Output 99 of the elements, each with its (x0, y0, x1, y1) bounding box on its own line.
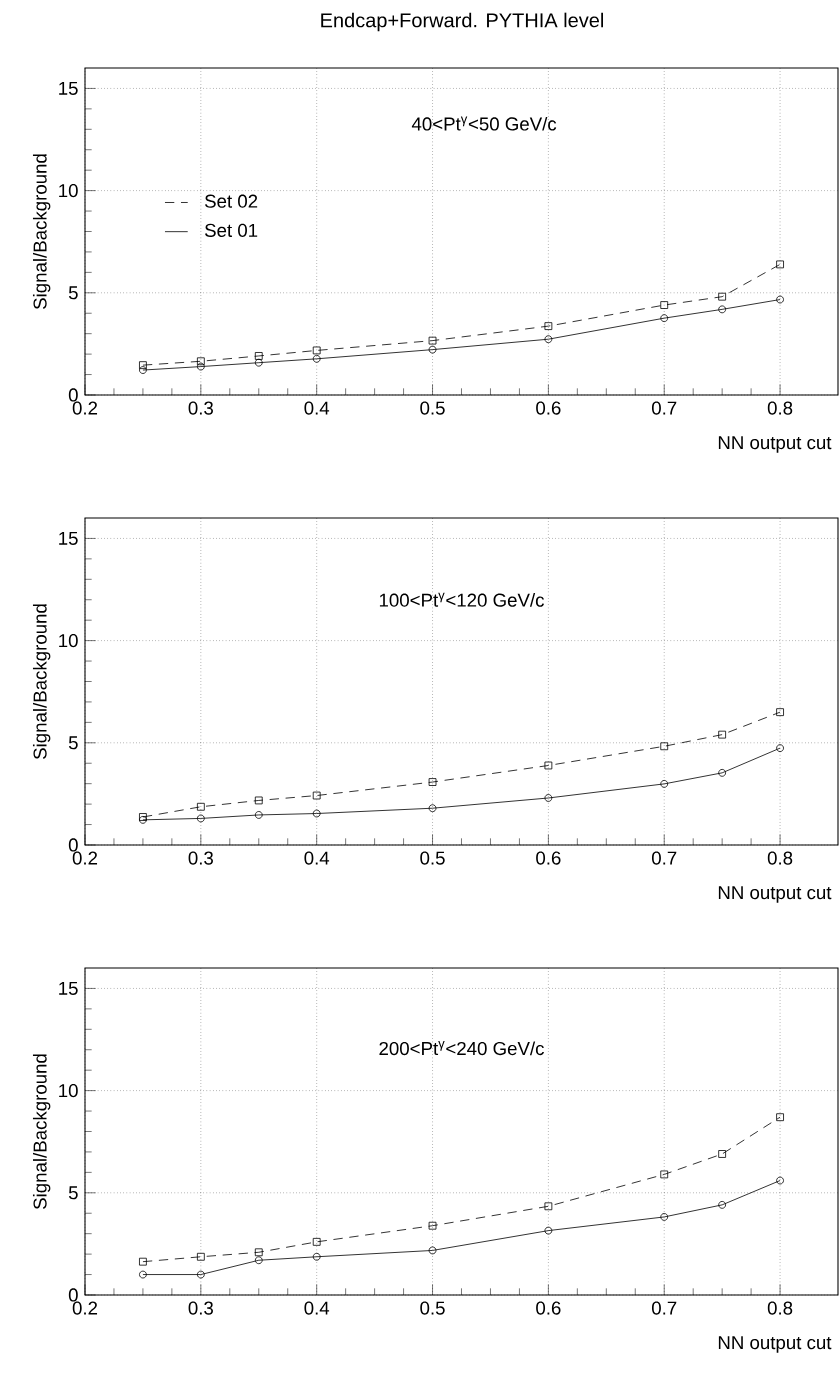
y-tick-label: 5 (68, 736, 78, 750)
point (660, 314, 669, 323)
x-tick-label: 0.6 (536, 851, 561, 865)
y-tick-label: 5 (68, 286, 78, 300)
point (428, 1246, 437, 1255)
x-tick-label: 0.3 (188, 401, 213, 415)
point (718, 730, 727, 739)
x-tick-label: 0.7 (651, 1301, 677, 1315)
point (544, 1202, 553, 1211)
x-axis-title: NN output cut (718, 1336, 832, 1353)
point (312, 346, 321, 355)
y-tick-label: 10 (59, 1084, 78, 1098)
point (428, 804, 437, 813)
point (254, 352, 263, 360)
x-tick-label: 0.2 (72, 1301, 98, 1315)
y-axis-title: Signal/Background (32, 604, 51, 759)
point (196, 802, 205, 811)
point (718, 1150, 727, 1158)
point (139, 813, 147, 821)
x-tick-label: 0.5 (420, 1301, 445, 1315)
x-tick-label: 0.3 (188, 851, 213, 865)
chart-title: Endcap+Forward. PYTHIA level (321, 12, 603, 32)
point (660, 742, 669, 751)
y-tick-label: 0 (68, 838, 78, 852)
y-tick-label: 15 (59, 81, 78, 95)
y-tick-label: 15 (59, 531, 78, 545)
point (254, 1256, 263, 1265)
point (718, 305, 727, 314)
point (139, 815, 147, 824)
y-axis-title: Signal/Background (32, 1054, 51, 1209)
x-tick-label: 0.7 (651, 851, 677, 865)
annotation: 40<Pt$^{γ}$<50 GeV/c (411, 116, 557, 131)
point (544, 322, 553, 330)
point (196, 814, 205, 823)
point (718, 292, 727, 301)
point (312, 791, 321, 800)
x-tick-label: 0.6 (536, 401, 561, 415)
point (139, 1270, 147, 1279)
point (660, 780, 669, 788)
point (254, 1248, 263, 1257)
point (718, 768, 727, 777)
x-tick-label: 0.4 (304, 851, 330, 865)
y-tick-label: 10 (59, 183, 78, 198)
point (254, 796, 263, 805)
point (312, 354, 321, 363)
point (776, 295, 784, 304)
x-axis-title: NN output cut (718, 886, 832, 903)
x-tick-label: 0.2 (72, 851, 98, 865)
x-tick-label: 0.2 (72, 401, 98, 415)
point (139, 361, 147, 370)
x-tick-label: 0.6 (536, 1301, 561, 1315)
point (139, 366, 147, 374)
point (776, 260, 784, 269)
point (776, 1176, 784, 1185)
point (428, 778, 437, 786)
y-tick-label: 0 (68, 1288, 78, 1302)
point (544, 794, 553, 802)
point (776, 1113, 784, 1122)
y-tick-label: 15 (59, 981, 78, 995)
point (428, 1221, 437, 1230)
annotation: 200<Pt$^{γ}$<240 GeV/c (379, 1041, 544, 1056)
point (660, 301, 669, 309)
point (312, 1237, 321, 1246)
point (544, 1226, 553, 1235)
point (196, 357, 205, 366)
point (776, 708, 784, 717)
point (544, 335, 553, 344)
x-tick-label: 0.8 (767, 1301, 793, 1315)
point (254, 811, 263, 819)
point (544, 761, 553, 770)
legend-label: Set 01 (204, 223, 258, 237)
point (254, 358, 263, 367)
legend-label: Set 02 (204, 194, 258, 208)
point (718, 1201, 727, 1209)
x-tick-label: 0.5 (420, 401, 445, 415)
y-tick-label: 10 (59, 633, 78, 648)
point (776, 744, 784, 752)
x-tick-label: 0.5 (420, 851, 445, 865)
point (139, 1257, 147, 1266)
point (196, 1270, 205, 1279)
point (660, 1213, 669, 1221)
x-tick-label: 0.7 (651, 401, 677, 415)
point (428, 336, 437, 345)
point (428, 345, 437, 354)
x-tick-label: 0.8 (767, 401, 793, 415)
point (196, 362, 205, 371)
y-axis-title: Signal/Background (32, 154, 51, 309)
annotation: 100<Pt$^{γ}$<120 GeV/c (379, 592, 544, 607)
x-tick-label: 0.4 (304, 1301, 330, 1315)
x-tick-label: 0.8 (767, 851, 793, 865)
x-axis-title: NN output cut (718, 436, 832, 453)
x-tick-label: 0.3 (188, 1301, 213, 1315)
y-tick-label: 5 (68, 1186, 78, 1200)
point (196, 1252, 205, 1261)
point (312, 1252, 321, 1261)
x-tick-label: 0.4 (304, 401, 330, 415)
point (660, 1170, 669, 1179)
point (312, 809, 321, 818)
y-tick-label: 0 (68, 388, 78, 402)
